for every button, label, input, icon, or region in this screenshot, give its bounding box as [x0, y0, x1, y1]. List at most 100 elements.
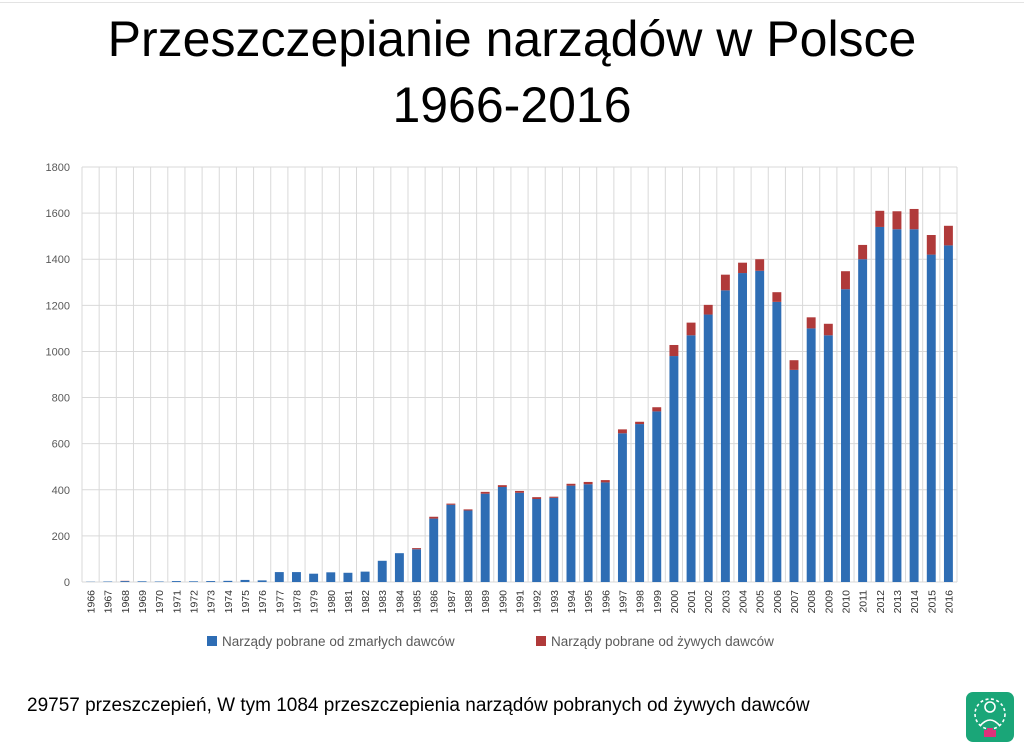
- y-tick-label: 0: [64, 577, 70, 589]
- x-tick-label: 1988: [463, 590, 475, 614]
- x-tick-label: 2013: [892, 590, 904, 614]
- y-tick-label: 1200: [46, 300, 70, 312]
- y-tick-label: 1000: [46, 346, 70, 358]
- x-tick-label: 1976: [257, 590, 269, 614]
- bar-deceased-donors: [481, 494, 490, 582]
- bar-deceased-donors: [567, 486, 576, 582]
- bar-deceased-donors: [498, 487, 507, 582]
- x-tick-label: 1985: [412, 590, 424, 614]
- bar-deceased-donors: [412, 549, 421, 582]
- bar-living-donors: [892, 211, 901, 229]
- x-tick-label: 1987: [446, 590, 458, 614]
- bar-living-donors: [498, 485, 507, 487]
- bar-living-donors: [738, 263, 747, 273]
- x-tick-label: 2003: [720, 590, 732, 614]
- bar-living-donors: [532, 497, 541, 499]
- x-tick-label: 1994: [566, 590, 578, 614]
- bar-deceased-donors: [824, 335, 833, 582]
- bar-living-donors: [875, 211, 884, 227]
- x-tick-label: 1999: [652, 590, 664, 614]
- bar-deceased-donors: [361, 572, 370, 582]
- bar-deceased-donors: [738, 273, 747, 582]
- bar-deceased-donors: [515, 493, 524, 582]
- bar-living-donors: [481, 492, 490, 494]
- bar-deceased-donors: [910, 229, 919, 582]
- bar-living-donors: [446, 504, 455, 505]
- bar-living-donors: [635, 422, 644, 424]
- bar-living-donors: [652, 407, 661, 411]
- bar-deceased-donors: [275, 572, 284, 582]
- x-tick-label: 1982: [360, 590, 372, 614]
- bar-deceased-donors: [687, 335, 696, 582]
- bar-deceased-donors: [601, 482, 610, 582]
- bar-living-donors: [515, 491, 524, 493]
- bar-deceased-donors: [343, 573, 352, 582]
- x-tick-label: 1970: [154, 590, 166, 614]
- x-tick-label: 2001: [686, 590, 698, 614]
- x-tick-label: 1969: [137, 590, 149, 614]
- bar-deceased-donors: [292, 572, 301, 582]
- bar-deceased-donors: [223, 581, 232, 582]
- x-tick-label: 1978: [291, 590, 303, 614]
- x-tick-label: 2011: [858, 590, 870, 613]
- bar-deceased-donors: [807, 328, 816, 582]
- x-tick-label: 2010: [840, 590, 852, 614]
- x-tick-label: 2002: [703, 590, 715, 614]
- bar-living-donors: [944, 226, 953, 246]
- x-tick-label: 2000: [669, 590, 681, 614]
- bar-deceased-donors: [721, 290, 730, 582]
- y-tick-label: 400: [52, 485, 70, 497]
- x-tick-label: 2006: [772, 590, 784, 614]
- bar-deceased-donors: [875, 227, 884, 582]
- y-tick-label: 200: [52, 531, 70, 543]
- bar-living-donors: [584, 482, 593, 484]
- bar-deceased-donors: [446, 505, 455, 582]
- x-tick-label: 1991: [515, 590, 527, 614]
- bar-living-donors: [807, 317, 816, 328]
- y-tick-label: 800: [52, 393, 70, 405]
- bar-living-donors: [790, 360, 799, 370]
- footer-summary: 29757 przeszczepień, W tym 1084 przeszcz…: [27, 695, 810, 717]
- bar-deceased-donors: [326, 572, 335, 582]
- bar-deceased-donors: [309, 574, 318, 582]
- bar-living-donors: [721, 275, 730, 291]
- bar-deceased-donors: [189, 581, 198, 582]
- x-tick-label: 1974: [223, 590, 235, 614]
- bar-living-donors: [704, 305, 713, 315]
- bar-deceased-donors: [704, 315, 713, 582]
- x-tick-label: 1973: [206, 590, 218, 614]
- x-tick-label: 1992: [532, 590, 544, 614]
- x-tick-label: 1983: [377, 590, 389, 614]
- bar-deceased-donors: [584, 484, 593, 582]
- x-tick-label: 1971: [171, 590, 183, 614]
- bar-deceased-donors: [618, 433, 627, 582]
- legend-swatch-living: [536, 636, 546, 646]
- x-tick-label: 1990: [497, 590, 509, 614]
- x-tick-label: 1984: [394, 590, 406, 614]
- bar-living-donors: [772, 292, 781, 302]
- bar-deceased-donors: [395, 553, 404, 582]
- bar-living-donors: [464, 509, 473, 510]
- x-tick-label: 1966: [86, 590, 98, 614]
- x-tick-label: 1996: [600, 590, 612, 614]
- x-tick-label: 1986: [429, 590, 441, 614]
- x-tick-label: 1993: [549, 590, 561, 614]
- bar-living-donors: [669, 345, 678, 356]
- bar-deceased-donors: [138, 581, 147, 582]
- bar-deceased-donors: [206, 581, 215, 582]
- transplant-society-logo-icon: [966, 692, 1014, 742]
- bar-living-donors: [567, 484, 576, 486]
- bar-living-donors: [412, 548, 421, 549]
- x-tick-label: 1989: [480, 590, 492, 614]
- x-tick-label: 1998: [635, 590, 647, 614]
- legend-label-living: Narządy pobrane od żywych dawców: [551, 634, 774, 649]
- bar-deceased-donors: [790, 370, 799, 582]
- x-tick-label: 1981: [343, 590, 355, 614]
- bar-deceased-donors: [429, 519, 438, 582]
- bar-living-donors: [927, 235, 936, 255]
- x-tick-label: 1977: [274, 590, 286, 614]
- bar-deceased-donors: [549, 498, 558, 582]
- x-tick-label: 1975: [240, 590, 252, 614]
- x-tick-label: 2016: [943, 590, 955, 614]
- bar-living-donors: [618, 429, 627, 433]
